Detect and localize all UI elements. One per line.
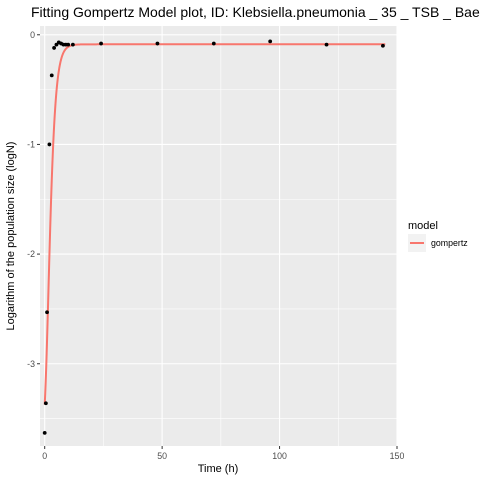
data-point <box>211 41 216 46</box>
legend-title: model <box>408 220 438 232</box>
data-point <box>47 142 52 147</box>
legend-label-gompertz: gompertz <box>431 238 468 248</box>
y-tick-label: -3 <box>27 359 35 369</box>
y-axis-ticks: -3 -2 -1 0 <box>27 30 40 369</box>
x-axis-title: Time (h) <box>198 463 239 475</box>
minor-gridlines <box>40 26 397 446</box>
plot-panel <box>40 26 397 446</box>
chart-title: Fitting Gompertz Model plot, ID: Klebsie… <box>31 4 480 20</box>
data-point <box>42 430 47 435</box>
y-tick-label: 0 <box>30 30 35 40</box>
major-gridlines <box>40 26 398 446</box>
data-point <box>324 42 329 47</box>
data-point <box>99 41 103 46</box>
data-point <box>381 43 385 48</box>
data-point <box>43 401 48 406</box>
series-line-gompertz <box>43 43 386 405</box>
x-tick-label: 150 <box>390 451 405 461</box>
x-axis-ticks: 0 50 100 150 <box>42 446 404 461</box>
data-point <box>45 310 49 315</box>
data-point <box>52 46 56 50</box>
data-point <box>66 42 71 47</box>
data-point <box>268 39 273 44</box>
y-tick-label: -1 <box>27 139 35 149</box>
data-point <box>155 41 160 46</box>
data-point <box>70 42 75 47</box>
x-tick-label: 0 <box>42 451 47 461</box>
data-points <box>42 39 385 435</box>
data-point <box>49 73 54 78</box>
x-tick-label: 50 <box>157 451 167 461</box>
y-tick-label: -2 <box>27 249 35 259</box>
y-axis-title: Logarithm of the population size (logN) <box>5 142 17 331</box>
x-tick-label: 100 <box>272 451 287 461</box>
legend: model gompertz <box>408 220 468 252</box>
